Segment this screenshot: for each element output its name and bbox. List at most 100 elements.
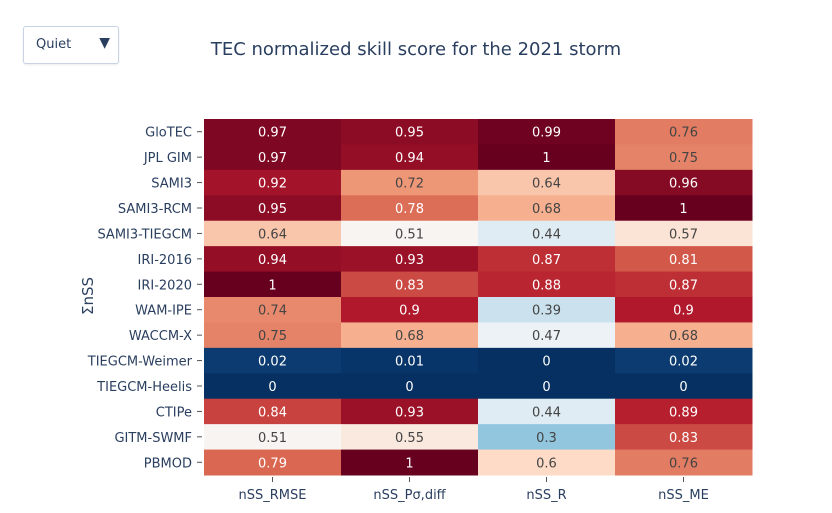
y-tick-label: CTIPe bbox=[156, 405, 192, 420]
cell-value-label: 0.9 bbox=[399, 304, 420, 319]
heatmap-cell bbox=[615, 449, 753, 476]
cell-value-label: 0.44 bbox=[532, 405, 561, 420]
heatmap-cell bbox=[204, 322, 342, 349]
cell-value-label: 0.95 bbox=[258, 202, 287, 217]
y-tick-label: SAMI3-RCM bbox=[118, 202, 192, 217]
heatmap-cell bbox=[478, 373, 616, 400]
heatmap-cell bbox=[341, 398, 479, 425]
y-tick-label: TIEGCM-Weimer bbox=[87, 355, 193, 370]
heatmap-cell bbox=[615, 169, 753, 196]
cell-value-label: 1 bbox=[268, 278, 276, 293]
heatmap-cell bbox=[478, 449, 616, 476]
cell-value-label: 0.94 bbox=[258, 253, 287, 268]
cell-value-label: 0.83 bbox=[669, 431, 698, 446]
cell-value-label: 0.81 bbox=[669, 253, 698, 268]
heatmap-cell bbox=[615, 144, 753, 171]
cell-value-label: 0.64 bbox=[258, 227, 287, 242]
cell-value-label: 0.01 bbox=[395, 355, 424, 370]
y-tick-label: IRI-2020 bbox=[138, 278, 192, 293]
cell-value-label: 0.76 bbox=[669, 126, 698, 141]
heatmap-cell bbox=[478, 220, 616, 247]
cell-value-label: 0.89 bbox=[669, 405, 698, 420]
cell-value-label: 0.76 bbox=[669, 456, 698, 471]
heatmap-cell bbox=[341, 424, 479, 451]
heatmap-cell bbox=[204, 424, 342, 451]
x-tick-label: nSS_Pσ,diff bbox=[373, 488, 446, 503]
heatmap-cell bbox=[615, 246, 753, 273]
heatmap-cell bbox=[478, 347, 616, 374]
cell-value-label: 0.39 bbox=[532, 304, 561, 319]
cell-value-label: 1 bbox=[679, 202, 687, 217]
heatmap-cell bbox=[615, 322, 753, 349]
heatmap-cell bbox=[615, 220, 753, 247]
heatmap-cell bbox=[615, 119, 753, 145]
cell-value-label: 0.88 bbox=[532, 278, 561, 293]
cell-value-label: 0.93 bbox=[395, 405, 424, 420]
cell-value-label: 0 bbox=[405, 380, 413, 395]
heatmap-cell bbox=[615, 271, 753, 298]
heatmap-cell bbox=[341, 144, 479, 171]
cell-value-label: 0.02 bbox=[258, 355, 287, 370]
x-tick-label: nSS_ME bbox=[658, 488, 709, 503]
heatmap-cell bbox=[615, 195, 753, 222]
y-tick-label: WAM-IPE bbox=[135, 304, 192, 319]
heatmap-cell bbox=[615, 373, 753, 400]
cell-value-label: 0.57 bbox=[669, 227, 698, 242]
heatmap-cell bbox=[204, 119, 342, 145]
cell-value-label: 0.95 bbox=[395, 126, 424, 141]
cell-value-label: 0.84 bbox=[258, 405, 287, 420]
heatmap-cell bbox=[615, 424, 753, 451]
heatmap-cell bbox=[204, 347, 342, 374]
cell-value-label: 0 bbox=[542, 380, 550, 395]
x-tick-label: nSS_R bbox=[526, 488, 566, 503]
y-tick-label: JPL GIM bbox=[143, 151, 192, 166]
heatmap-cell bbox=[204, 220, 342, 247]
heatmap-cell bbox=[478, 322, 616, 349]
y-axis-label: ΣnSS bbox=[79, 277, 97, 315]
heatmap-cell bbox=[341, 169, 479, 196]
cell-value-label: 0.96 bbox=[669, 177, 698, 192]
heatmap-cell bbox=[341, 271, 479, 298]
heatmap-cell bbox=[341, 119, 479, 145]
cell-value-label: 0.3 bbox=[536, 431, 557, 446]
cell-value-label: 0.02 bbox=[669, 355, 698, 370]
heatmap-cell bbox=[341, 373, 479, 400]
heatmap-cell bbox=[478, 424, 616, 451]
heatmap-cell bbox=[204, 449, 342, 476]
cell-value-label: 0.78 bbox=[395, 202, 424, 217]
cell-value-label: 0.44 bbox=[532, 227, 561, 242]
heatmap-cell bbox=[615, 297, 753, 323]
cell-value-label: 0.79 bbox=[258, 456, 287, 471]
triangle-down-icon: ▼ bbox=[99, 35, 110, 51]
heatmap-cell bbox=[341, 297, 479, 323]
heatmap-cell bbox=[478, 144, 616, 171]
cell-value-label: 0.51 bbox=[258, 431, 287, 446]
y-tick-label: GITM-SWMF bbox=[114, 431, 192, 446]
heatmap-cell bbox=[341, 220, 479, 247]
cell-value-label: 0.68 bbox=[395, 329, 424, 344]
cell-value-label: 0.93 bbox=[395, 253, 424, 268]
chart-title: TEC normalized skill score for the 2021 … bbox=[210, 39, 622, 60]
cell-value-label: 0.64 bbox=[532, 177, 561, 192]
cell-value-label: 0.94 bbox=[395, 151, 424, 166]
heatmap-cell bbox=[478, 169, 616, 196]
y-tick-label: SAMI3 bbox=[151, 177, 192, 192]
heatmap-cell bbox=[204, 246, 342, 273]
x-axis-tick-labels: nSS_RMSE nSS_Pσ,diff nSS_R nSS_ME bbox=[239, 477, 709, 503]
heatmap-cell bbox=[204, 195, 342, 222]
cell-value-label: 0.75 bbox=[669, 151, 698, 166]
y-tick-label: SAMI3-TIEGCM bbox=[97, 227, 192, 242]
heatmap-cell-labels: 0.97 0.95 0.99 0.76 0.97 0.94 1 0.75 0.92 0.72 0.6… bbox=[258, 126, 698, 472]
heatmap-cell bbox=[204, 297, 342, 323]
cell-value-label: 0.47 bbox=[532, 329, 561, 344]
scenario-dropdown[interactable]: Quiet ▼ bbox=[23, 26, 119, 64]
heatmap-cell bbox=[478, 398, 616, 425]
cell-value-label: 0.83 bbox=[395, 278, 424, 293]
cell-value-label: 0.87 bbox=[669, 278, 698, 293]
cell-value-label: 0.99 bbox=[532, 126, 561, 141]
y-tick-label: GloTEC bbox=[145, 126, 192, 141]
dropdown-selected-value: Quiet bbox=[36, 37, 72, 52]
cell-value-label: 1 bbox=[542, 151, 550, 166]
cell-value-label: 0.97 bbox=[258, 126, 287, 141]
